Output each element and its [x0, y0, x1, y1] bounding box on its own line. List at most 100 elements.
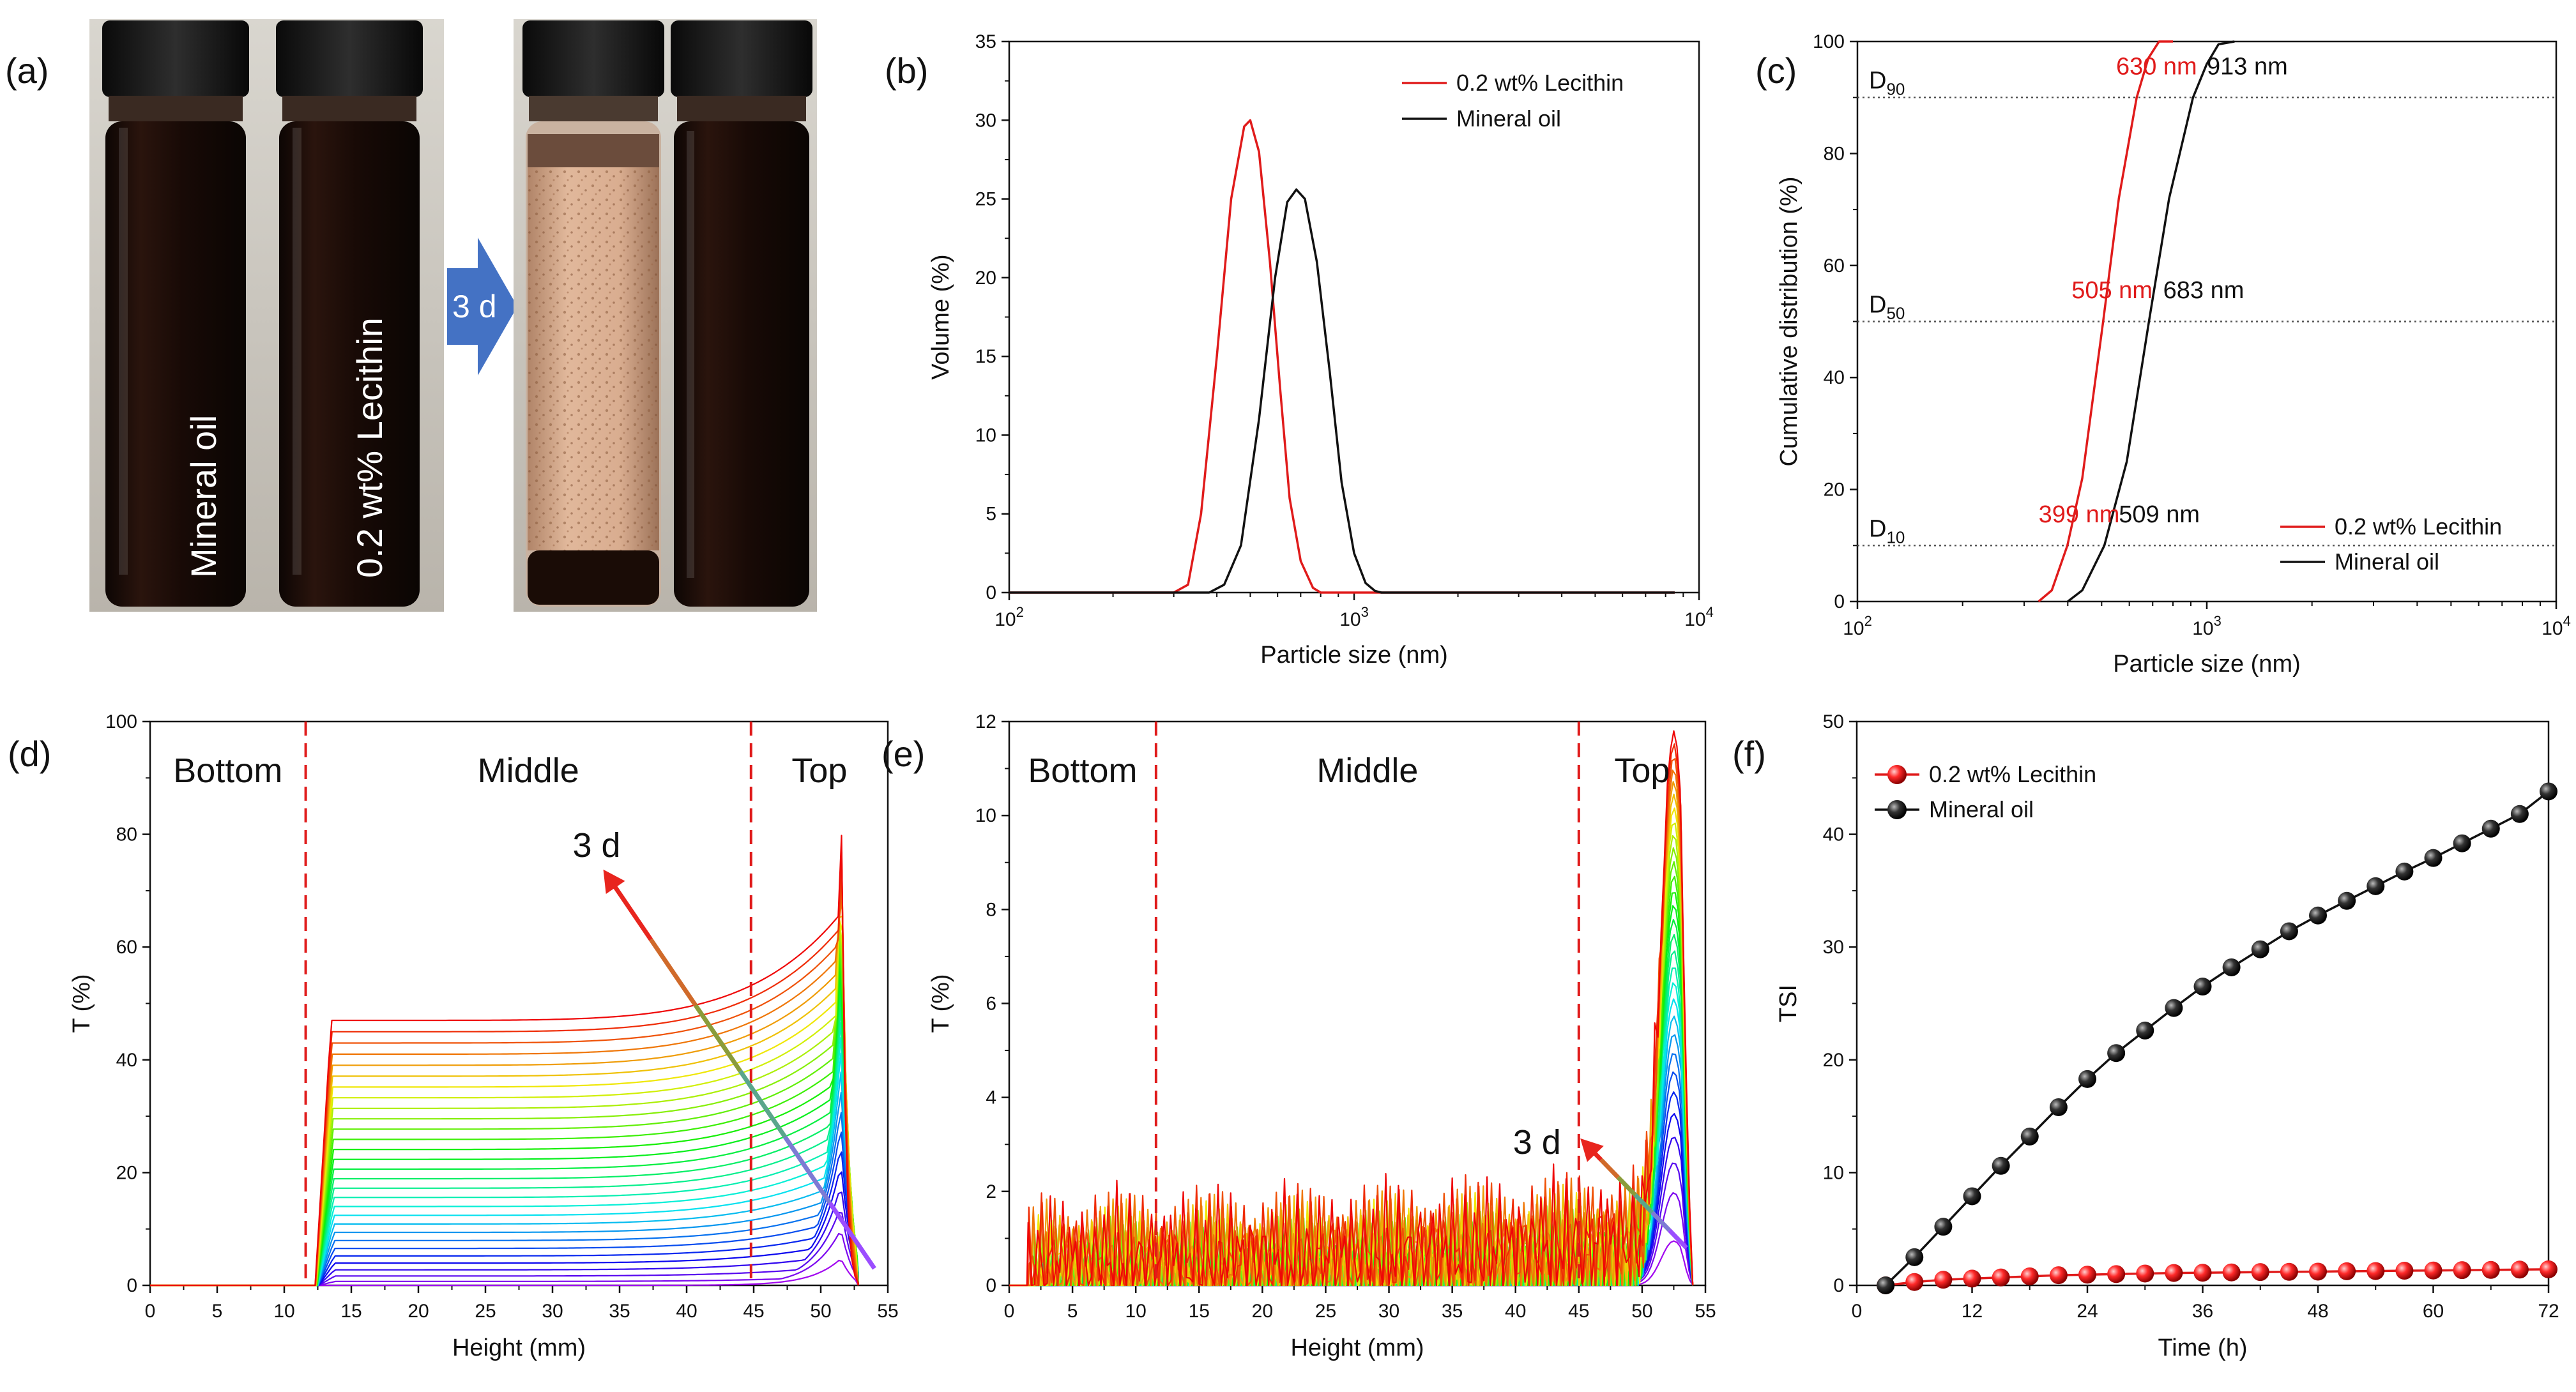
y-tick-label: 35: [975, 31, 996, 52]
y-tick-label: 20: [116, 1162, 137, 1183]
transmission-curve: [150, 835, 859, 1287]
data-point-lecithin: [2078, 1266, 2096, 1284]
x-tick-label: 20: [408, 1301, 429, 1322]
data-point-lecithin: [2020, 1267, 2039, 1285]
y-tick-label: 0: [986, 582, 996, 603]
x-tick-label: 55: [1695, 1301, 1716, 1322]
data-point-mineral-oil: [2107, 1044, 2126, 1063]
y-tick-label: 60: [116, 937, 137, 958]
time-arrow-label: 3 d: [1513, 1123, 1561, 1161]
y-axis-title: Volume (%): [927, 254, 954, 379]
time-arrow-shaft: [783, 1135, 832, 1204]
transmission-curve: [150, 1091, 859, 1287]
y-tick-label: 40: [1823, 824, 1844, 845]
y-axis-title: Cumulative distribution (%): [1776, 176, 1802, 466]
y-tick-label: 100: [105, 711, 137, 732]
x-tick-label: 45: [1568, 1301, 1589, 1322]
arrow-label: 3 d: [452, 289, 497, 324]
data-point-lecithin: [1963, 1269, 1981, 1288]
transmission-curve: [150, 915, 859, 1287]
x-tick-label: 10: [1125, 1301, 1146, 1322]
x-tick-label: 30: [1378, 1301, 1399, 1322]
data-point-mineral-oil: [2424, 849, 2443, 867]
x-tick-label: 60: [2423, 1301, 2444, 1322]
series-line-mineral-oil: [2067, 40, 2235, 603]
x-tick-label: 50: [1631, 1301, 1652, 1322]
x-tick-label: 0: [145, 1301, 156, 1322]
x-tick-label: 45: [743, 1301, 764, 1322]
time-arrow-shaft: [694, 1004, 742, 1073]
y-tick-label: 2: [986, 1181, 996, 1202]
panel-label-d: (d): [8, 734, 51, 774]
y-tick-label: 25: [975, 189, 996, 210]
x-tick-label: 35: [609, 1301, 630, 1322]
chart-d: (d) 0 5 10 15 20 25 30 35 40 45 50 55 0 20 40 60 80 100 Hei…: [8, 711, 899, 1361]
time-arrow-shaft: [1668, 1229, 1688, 1250]
y-tick-label: 0: [126, 1275, 137, 1296]
y-tick-label: 20: [975, 268, 996, 289]
legend-label-f: Mineral oil: [1929, 796, 2034, 822]
x-tick-label: 102: [1843, 613, 1872, 639]
time-arrow-shaft: [738, 1070, 787, 1139]
transmission-curve: [150, 1022, 859, 1287]
series-line-lecithin: [2038, 40, 2173, 603]
x-tick-label: 24: [2077, 1301, 2098, 1322]
series-line-mineral-oil: [1884, 791, 2550, 1287]
transmission-curve: [150, 930, 859, 1287]
series-line-lecithin: [1009, 119, 1675, 594]
time-arrow-shaft: [1616, 1176, 1637, 1197]
data-point-lecithin: [2222, 1263, 2241, 1282]
data-point-mineral-oil: [1992, 1156, 2010, 1175]
transmission-curve: [150, 994, 859, 1287]
transmission-curve: [150, 884, 859, 1287]
time-arrow-head: [1580, 1138, 1604, 1162]
region-label-top: Top: [791, 752, 847, 790]
transmission-curve: [150, 981, 859, 1287]
data-point-lecithin: [2453, 1261, 2471, 1280]
chart-c: (c) 102 103 104 0 20 40 60 80 100 Particle size (n…: [1755, 31, 2571, 677]
y-tick-label: 0: [986, 1275, 996, 1296]
data-point-mineral-oil: [2049, 1098, 2068, 1116]
transmission-curve: [150, 1008, 859, 1287]
panel-a-photo: (a) Mineral oil 0.2 wt% Lecithin 3 d: [5, 19, 817, 612]
size-annotation: 683 nm: [2163, 277, 2244, 304]
data-point-mineral-oil: [2136, 1021, 2154, 1040]
y-tick-label: 15: [975, 346, 996, 367]
transmission-curve: [150, 958, 859, 1287]
data-point-mineral-oil: [2309, 906, 2327, 925]
x-tick-label: 0: [1004, 1301, 1015, 1322]
vial-label-mineral-oil: Mineral oil: [183, 415, 224, 578]
data-point-lecithin: [2510, 1260, 2529, 1279]
x-axis-title: Time (h): [2158, 1335, 2247, 1361]
transmission-curve: [150, 1232, 859, 1287]
region-label-top: Top: [1614, 752, 1670, 790]
vial-label-lecithin: 0.2 wt% Lecithin: [349, 317, 390, 578]
time-arrow-label: 3 d: [573, 826, 621, 865]
y-tick-label: 10: [975, 805, 996, 826]
data-point-lecithin: [2107, 1265, 2126, 1283]
chart-b: (b) 102 103 104 0 5 10 15 20 25 30 35 Particle size …: [885, 31, 1714, 669]
time-arrow-shaft: [1650, 1211, 1672, 1232]
transmission-curve: [150, 1192, 859, 1287]
x-tick-label: 15: [1189, 1301, 1210, 1322]
transmission-curve: [150, 852, 859, 1287]
transmission-curve: [150, 1171, 859, 1287]
vial-lecithin-3d: [671, 20, 812, 607]
x-tick-label: 10: [273, 1301, 294, 1322]
y-tick-label: 80: [1824, 143, 1845, 164]
transmission-curve: [1009, 769, 1694, 1287]
x-tick-label: 20: [1252, 1301, 1273, 1322]
y-axis-title: T (%): [68, 974, 95, 1033]
y-axis-title: TSI: [1775, 985, 1802, 1022]
y-axis-title: T (%): [927, 974, 954, 1033]
transmission-curve: [1009, 730, 1694, 1287]
y-tick-label: 12: [975, 711, 996, 732]
y-tick-label: 6: [986, 994, 996, 1015]
y-tick-label: 20: [1824, 480, 1845, 501]
vial-lecithin-fresh: [276, 20, 423, 607]
size-annotation: 399 nm: [2039, 501, 2120, 528]
y-tick-label: 40: [1824, 367, 1845, 388]
x-tick-label: 30: [542, 1301, 563, 1322]
x-tick-label: 40: [1505, 1301, 1526, 1322]
